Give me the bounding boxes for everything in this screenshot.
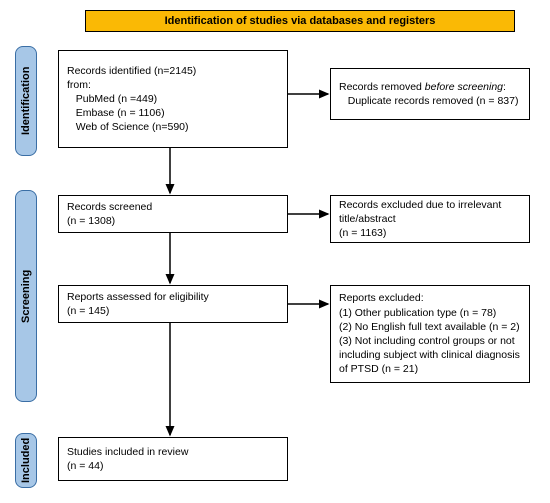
box-line: Embase (n = 1106) (67, 106, 279, 120)
box-line: (2) No English full text available (n = … (339, 320, 521, 334)
box-line: (1) Other publication type (n = 78) (339, 306, 521, 320)
box-included: Studies included in review(n = 44) (58, 437, 288, 481)
box-line: (n = 1163) (339, 226, 521, 240)
box-identified: Records identified (n=2145)from: PubMed … (58, 50, 288, 148)
box-line: Records screened (67, 200, 279, 214)
box-removed: Records removed before screening: Duplic… (330, 68, 530, 120)
header-text: Identification of studies via databases … (165, 15, 436, 27)
phase-label-included: Included (15, 433, 37, 488)
box-line: (n = 1308) (67, 214, 279, 228)
box-line: Records removed before screening: (339, 80, 521, 94)
box-line: Reports assessed for eligibility (67, 290, 279, 304)
phase-label-identification: Identification (15, 46, 37, 156)
box-line: (n = 145) (67, 304, 279, 318)
box-line: Duplicate records removed (n = 837) (339, 94, 521, 108)
box-line: PubMed (n =449) (67, 92, 279, 106)
box-line: Records identified (n=2145) (67, 64, 279, 78)
box-excluded1: Records excluded due to irrelevant title… (330, 195, 530, 243)
box-line: (3) Not including control groups or not … (339, 334, 521, 377)
phase-label-screening: Screening (15, 190, 37, 402)
box-screened: Records screened(n = 1308) (58, 195, 288, 233)
box-line: Reports excluded: (339, 291, 521, 305)
box-excluded2: Reports excluded:(1) Other publication t… (330, 285, 530, 383)
box-line: Web of Science (n=590) (67, 120, 279, 134)
box-line: Records excluded due to irrelevant title… (339, 198, 521, 226)
header-bar: Identification of studies via databases … (85, 10, 515, 32)
box-line: Studies included in review (67, 445, 279, 459)
box-line: from: (67, 78, 279, 92)
box-assessed: Reports assessed for eligibility(n = 145… (58, 285, 288, 323)
box-line: (n = 44) (67, 459, 279, 473)
